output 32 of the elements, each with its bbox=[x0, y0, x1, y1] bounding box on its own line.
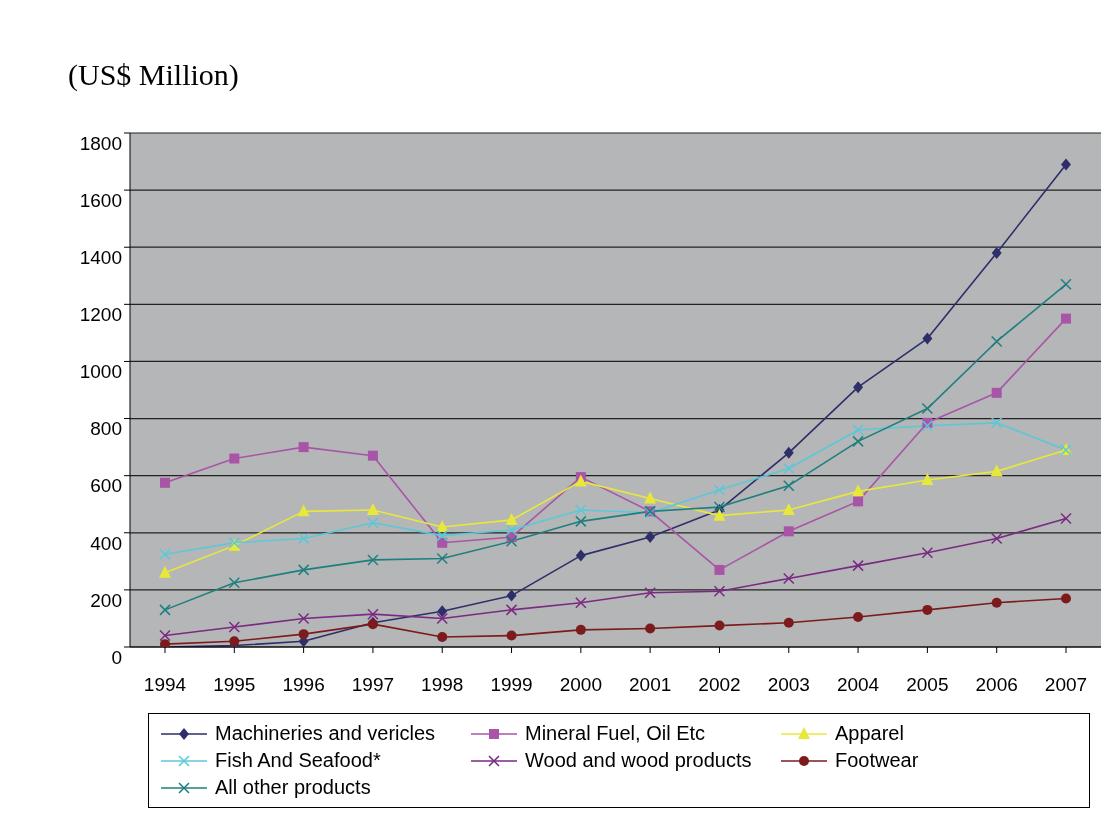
y-tick-label: 800 bbox=[90, 418, 122, 440]
y-tick-label: 1200 bbox=[79, 304, 122, 326]
chart-title: (US$ Million) bbox=[67, 57, 240, 93]
y-tick-label: 0 bbox=[111, 646, 122, 668]
x-tick-label: 2003 bbox=[767, 674, 810, 696]
legend-label: Fish And Seafood* bbox=[215, 749, 381, 772]
x-tick-label: 2007 bbox=[1044, 674, 1088, 696]
y-tick-label: 1800 bbox=[79, 132, 122, 154]
y-tick-label: 400 bbox=[90, 532, 122, 554]
x-tick-label: 2005 bbox=[906, 674, 949, 696]
x-tick-label: 1997 bbox=[351, 674, 395, 696]
y-tick-label: 200 bbox=[90, 589, 122, 611]
x-tick-label: 2004 bbox=[836, 674, 880, 696]
x-tick-label: 2002 bbox=[698, 674, 741, 696]
y-tick-label: 1400 bbox=[79, 246, 122, 268]
x-tick-label: 1998 bbox=[421, 674, 464, 696]
legend-label: Machineries and vericles bbox=[215, 722, 436, 745]
y-tick-label: 1600 bbox=[79, 189, 122, 211]
legend-label: Mineral Fuel, Oil Etc bbox=[525, 722, 706, 745]
legend-label: Wood and wood products bbox=[525, 749, 752, 772]
x-tick-label: 1995 bbox=[213, 674, 256, 696]
y-tick-label: 600 bbox=[90, 475, 122, 497]
x-tick-label: 2000 bbox=[559, 674, 602, 696]
y-tick-label: 1000 bbox=[79, 361, 122, 383]
legend-label: Apparel bbox=[835, 722, 904, 745]
legend-label: Footwear bbox=[835, 749, 919, 772]
x-tick-label: 1994 bbox=[143, 674, 187, 696]
x-tick-label: 2001 bbox=[629, 674, 672, 696]
x-tick-label: 1996 bbox=[282, 674, 325, 696]
x-tick-label: 1999 bbox=[490, 674, 533, 696]
x-tick-label: 2006 bbox=[975, 674, 1018, 696]
legend-label: All other products bbox=[215, 776, 371, 799]
